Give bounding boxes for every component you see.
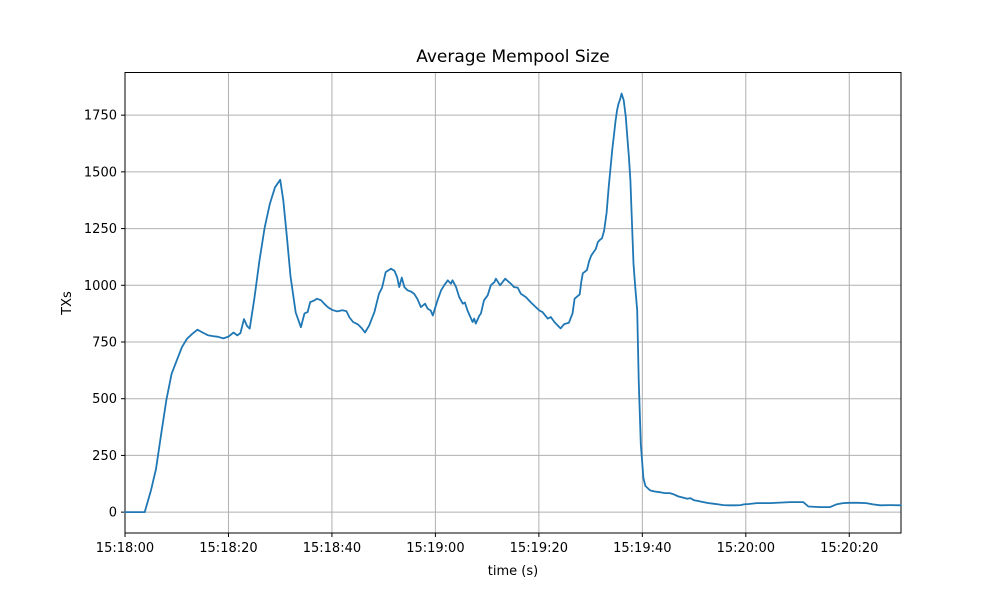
x-tick-label: 15:18:40 bbox=[303, 541, 361, 556]
x-tick-label: 15:20:20 bbox=[820, 541, 878, 556]
x-tick-label: 15:19:40 bbox=[613, 541, 671, 556]
mempool-size-line bbox=[124, 92, 902, 513]
x-tick-label: 15:20:00 bbox=[717, 541, 775, 556]
y-tick-label: 0 bbox=[109, 506, 117, 521]
x-tick-label: 15:19:00 bbox=[406, 541, 464, 556]
axis-tick-labels: 15:18:00 15:18:20 15:18:40 15:19:00 15:19:20… bbox=[84, 109, 879, 556]
x-tick-label: 15:18:20 bbox=[199, 541, 257, 556]
x-axis-label: time (s) bbox=[488, 564, 538, 579]
plot-border bbox=[124, 72, 902, 534]
x-tick-label: 15:19:20 bbox=[510, 541, 568, 556]
axis-ticks bbox=[121, 114, 850, 537]
y-tick-label: 250 bbox=[92, 449, 117, 464]
y-tick-label: 750 bbox=[92, 335, 117, 350]
y-tick-label: 1250 bbox=[84, 222, 117, 237]
y-axis-label: TXs bbox=[60, 291, 75, 316]
grid-lines bbox=[124, 72, 901, 533]
x-tick-label: 15:18:00 bbox=[96, 541, 154, 556]
chart-title: Average Mempool Size bbox=[416, 47, 610, 67]
y-tick-label: 500 bbox=[92, 392, 117, 407]
y-tick-label: 1000 bbox=[84, 279, 117, 294]
y-tick-label: 1500 bbox=[84, 165, 117, 180]
y-tick-label: 1750 bbox=[84, 109, 117, 124]
